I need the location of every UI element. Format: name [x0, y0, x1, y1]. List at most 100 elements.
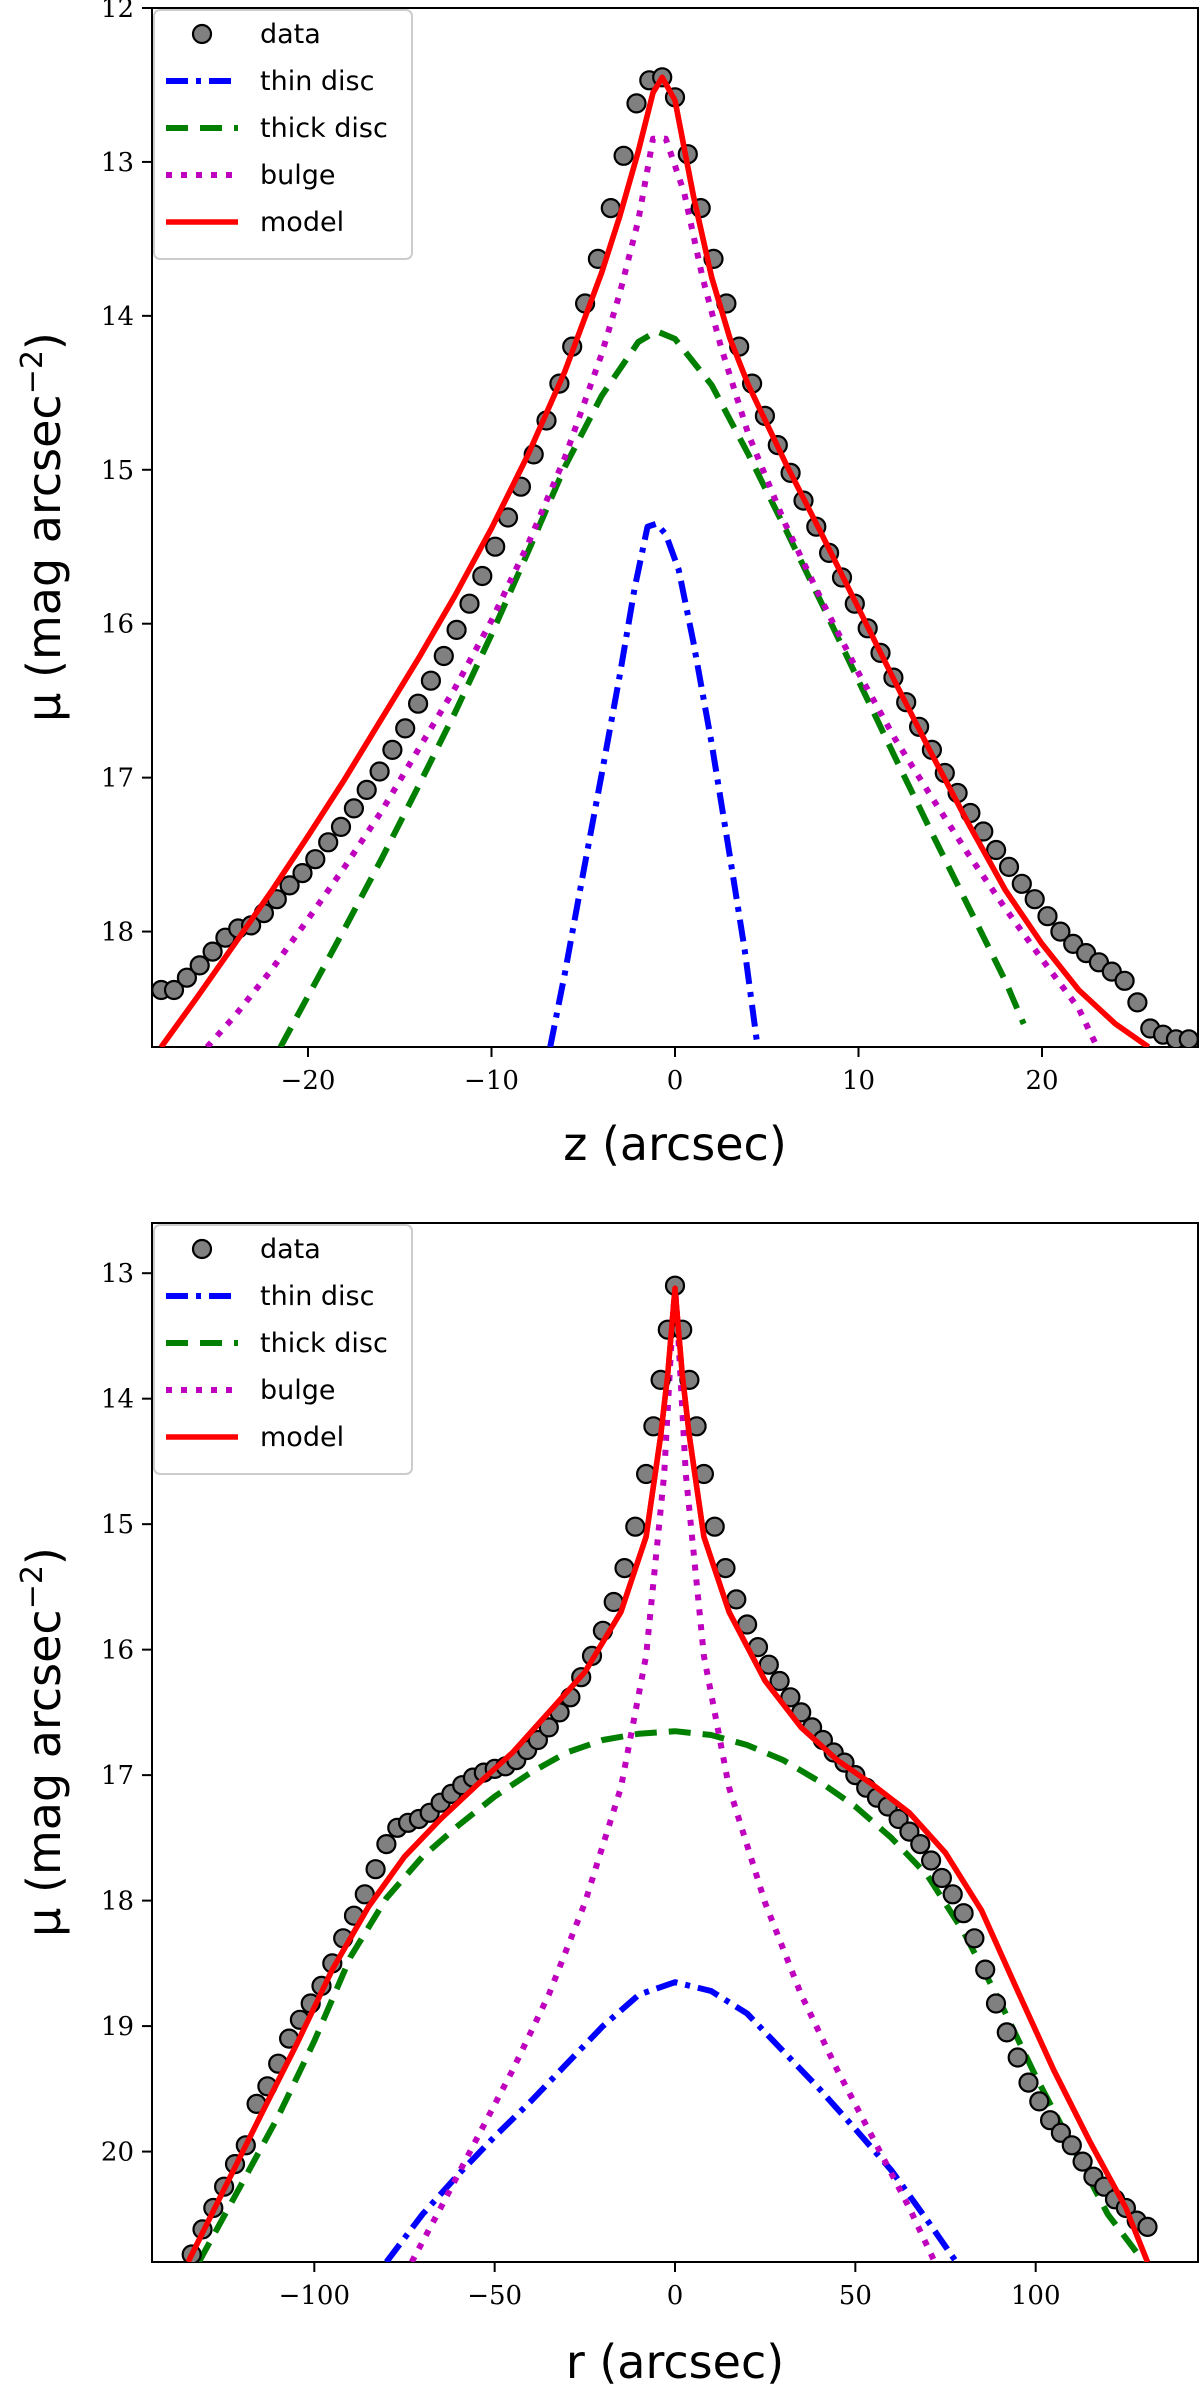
data-point	[910, 1833, 931, 1855]
data-point	[899, 1821, 920, 1842]
series-line-model-overlay	[158, 74, 1151, 1047]
x-tick-label: 0	[667, 2281, 684, 2311]
data-point	[1037, 906, 1058, 927]
data-point	[330, 816, 352, 838]
series-line-model-overlay	[185, 1285, 1151, 2262]
data-point	[953, 1903, 974, 1924]
y-tick-label: 17	[101, 764, 134, 794]
data-point	[985, 839, 1007, 861]
top-chart: −20 −10 0 10 20 12 13 14 15 16 17 18 z (arcsec) μ (…	[15, 0, 1199, 1171]
x-tick-label: 20	[1025, 1066, 1058, 1096]
y-tick-label: 14	[101, 1385, 134, 1415]
legend-label-bulge: bulge	[260, 1375, 336, 1406]
data-point	[985, 1993, 1007, 2014]
data-point	[1178, 1029, 1198, 1047]
y-axis-label: μ (mag arcsec−2)	[15, 332, 71, 722]
y-tick-label: 12	[101, 0, 134, 24]
legend-label-data: data	[260, 1234, 321, 1265]
data-point	[395, 718, 416, 739]
y-axis-label-main: μ (mag arcsec	[17, 394, 71, 722]
data-point	[769, 1670, 790, 1692]
data-point	[888, 1808, 909, 1830]
y-tick-label: 15	[101, 456, 134, 486]
axis-ticks: −100 −50 0 50 100 13 14 15 16 17 18 19 20	[101, 1259, 1061, 2311]
legend-label-bulge: bulge	[260, 160, 336, 191]
data-point	[408, 693, 429, 714]
legend-marker-data	[191, 1238, 213, 1260]
data-point	[1018, 2072, 1039, 2093]
data-point	[600, 198, 621, 219]
data-point	[1029, 2091, 1050, 2112]
data-point	[1072, 2151, 1093, 2172]
data-point	[626, 93, 647, 114]
x-tick-label: 50	[839, 2281, 872, 2311]
data-point	[176, 967, 197, 988]
x-axis-label: z (arcsec)	[563, 1117, 787, 1171]
data-point	[1137, 2216, 1158, 2237]
data-point	[459, 593, 480, 614]
y-tick-label: 19	[101, 2012, 134, 2042]
data-point	[1007, 2047, 1028, 2068]
y-axis-label-close: )	[17, 1547, 71, 1565]
data-point	[189, 955, 210, 976]
y-axis-label-exponent: −2	[15, 1565, 50, 1609]
data-point	[964, 1928, 985, 1949]
legend-label-model: model	[260, 1422, 344, 1453]
y-tick-label: 15	[101, 1510, 134, 1540]
data-point	[1039, 2110, 1061, 2131]
data-point	[202, 941, 223, 962]
y-axis-label: μ (mag arcsec−2)	[15, 1547, 71, 1937]
data-point	[920, 1850, 942, 1871]
data-point	[420, 670, 441, 691]
data-point	[1127, 992, 1148, 1013]
x-tick-label: 0	[667, 1066, 684, 1096]
data-point	[704, 1516, 725, 1537]
data-point	[613, 145, 634, 166]
data-points	[152, 67, 1198, 1047]
data-point	[931, 1867, 953, 1889]
legend-label-thick: thick disc	[260, 1328, 388, 1359]
y-tick-label: 16	[101, 1636, 134, 1666]
data-point	[354, 1884, 375, 1905]
data-point	[996, 2022, 1017, 2043]
data-point	[1114, 970, 1135, 991]
data-point	[975, 1959, 996, 1980]
data-point	[279, 875, 300, 896]
x-tick-label: −50	[467, 2281, 522, 2311]
y-tick-label: 18	[101, 918, 134, 948]
legend: data thin disc thick disc bulge model	[153, 9, 413, 260]
legend-marker-data	[191, 23, 213, 45]
y-tick-label: 16	[101, 610, 134, 640]
x-tick-label: −100	[279, 2281, 350, 2311]
legend-box	[153, 9, 413, 260]
y-axis-label-exponent: −2	[15, 350, 50, 394]
y-axis-label-main: μ (mag arcsec	[17, 1609, 71, 1937]
data-point	[376, 1833, 397, 1855]
y-tick-label: 20	[101, 2138, 134, 2168]
legend-label-data: data	[260, 19, 321, 50]
legend-label-model: model	[260, 207, 344, 238]
data-point	[538, 1717, 559, 1738]
y-tick-label: 13	[101, 148, 134, 178]
data-point	[472, 565, 493, 587]
data-point	[305, 849, 326, 870]
data-point	[998, 856, 1020, 878]
data-point	[625, 1516, 646, 1537]
data-point	[780, 1687, 801, 1708]
legend-box	[153, 1224, 413, 1475]
bottom-chart: −100 −50 0 50 100 13 14 15 16 17 18 19 20 r (arcsec)…	[15, 1222, 1199, 2389]
data-point	[292, 862, 313, 884]
data-point	[485, 536, 506, 557]
data-point	[726, 1589, 747, 1610]
data-point	[758, 1654, 779, 1675]
axis-ticks: −20 −10 0 10 20 12 13 14 15 16 17 18	[101, 0, 1059, 1096]
data-point	[446, 619, 467, 641]
x-tick-label: −20	[281, 1066, 336, 1096]
data-point	[343, 798, 364, 819]
data-point	[1011, 873, 1032, 894]
data-point	[163, 979, 185, 1001]
legend-label-thin: thin disc	[260, 1281, 374, 1312]
x-axis-label: r (arcsec)	[566, 2335, 784, 2389]
x-tick-label: 100	[1011, 2281, 1061, 2311]
data-point	[369, 761, 390, 782]
